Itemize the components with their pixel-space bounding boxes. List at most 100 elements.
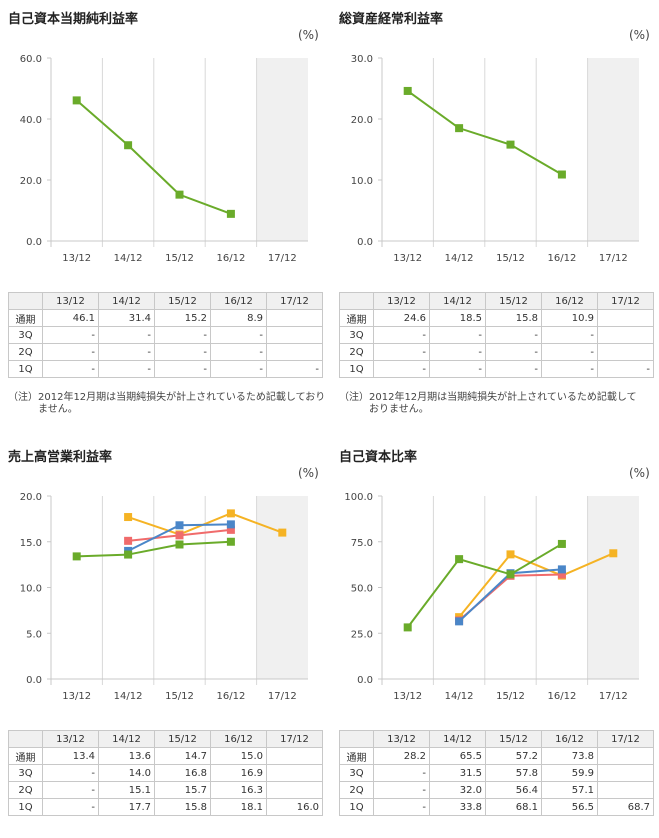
unit-label: (%): [629, 466, 650, 480]
table-cell: -: [541, 326, 598, 344]
table-header-cell: 16/12: [210, 730, 267, 748]
table-header-cell: 13/12: [42, 730, 99, 748]
series-line: [407, 90, 563, 176]
x-tick-label: 17/12: [599, 253, 628, 264]
table-cell: -: [42, 798, 99, 816]
table-header-cell: 16/12: [210, 292, 267, 310]
table-cell: -: [154, 360, 211, 378]
table-cell: 8.9: [210, 309, 267, 327]
x-tick-label: 13/12: [393, 253, 422, 264]
data-point: [557, 539, 566, 548]
chart-title: 自己資本当期純利益率: [8, 12, 139, 27]
data-point: [506, 570, 515, 579]
table-header-cell: 14/12: [429, 730, 486, 748]
table-cell: [266, 747, 323, 765]
unit-label: (%): [298, 466, 319, 480]
data-table: 13/12 14/12 15/12 16/12 17/12 通期 24.6 18.5 15.8 1…: [339, 292, 654, 378]
data-point: [506, 140, 515, 149]
x-tick-label: 15/12: [496, 253, 525, 264]
forecast-band: [256, 58, 308, 241]
footnote-text: 2012年12月期は当期純損失が計上されているため記載しておりません。: [38, 392, 326, 415]
y-tick-label: 20.0: [20, 492, 42, 503]
forecast-band: [587, 58, 639, 241]
table-row: 1Q - - - - -: [8, 360, 323, 378]
forecast-band: [256, 496, 308, 679]
table-cell: 17.7: [98, 798, 155, 816]
table-cell: -: [429, 343, 486, 361]
table-cell: [266, 326, 323, 344]
table-row: 3Q - - - -: [339, 326, 654, 344]
x-tick-label: 13/12: [62, 253, 91, 264]
row-label: 1Q: [8, 360, 43, 378]
table-cell: 16.3: [210, 781, 267, 799]
table-cell: [597, 309, 654, 327]
table-cell: -: [373, 360, 430, 378]
table-cell: 13.4: [42, 747, 99, 765]
y-tick-label: 0.0: [26, 237, 42, 248]
row-label: 2Q: [8, 781, 43, 799]
table-header-cell: 17/12: [597, 292, 654, 310]
series-line: [458, 552, 614, 618]
table-row: 3Q -14.0 16.8 16.9: [8, 764, 323, 782]
table-header-cell: 17/12: [266, 292, 323, 310]
x-tick-label: 15/12: [496, 691, 525, 702]
data-point: [124, 141, 133, 150]
table-row: 通期 13.4 13.6 14.7 15.0: [8, 747, 323, 765]
data-point: [226, 509, 235, 518]
data-point: [175, 540, 184, 549]
data-point: [226, 537, 235, 546]
table-cell: -: [485, 343, 542, 361]
table-header-cell: 16/12: [541, 292, 598, 310]
footnote-prefix: （注）: [339, 392, 369, 403]
data-point: [175, 531, 184, 540]
table-header-cell: 15/12: [485, 730, 542, 748]
table-cell: 14.0: [98, 764, 155, 782]
table-cell: 24.6: [373, 309, 430, 327]
data-table: 13/12 14/12 15/12 16/12 17/12 通期 28.2 65.5 57.2 7…: [339, 730, 654, 816]
table-row: 1Q -17.7 15.8 18.1 16.0: [8, 798, 323, 816]
table-header-cell: 14/12: [429, 292, 486, 310]
row-label: 通期: [339, 309, 374, 327]
data-point: [175, 521, 184, 530]
table-cell: 31.4: [98, 309, 155, 327]
footnote: （注） 2012年12月期は当期純損失が計上されているため記載しておりません。: [339, 392, 639, 416]
data-point: [506, 550, 515, 559]
row-label: 1Q: [339, 798, 374, 816]
row-label: 2Q: [339, 781, 374, 799]
data-point: [557, 565, 566, 574]
x-tick-label: 15/12: [165, 691, 194, 702]
table-cell: 28.2: [373, 747, 430, 765]
table-cell: 13.6: [98, 747, 155, 765]
data-point: [175, 190, 184, 199]
y-tick-label: 10.0: [351, 176, 373, 187]
y-tick-label: 20.0: [20, 176, 42, 187]
table-cell: -: [597, 360, 654, 378]
data-point: [557, 170, 566, 179]
table-cell: -: [42, 764, 99, 782]
data-point: [455, 617, 464, 626]
table-cell: [266, 343, 323, 361]
table-cell: 33.8: [429, 798, 486, 816]
table-cell: [597, 781, 654, 799]
data-point: [278, 528, 287, 537]
table-cell: -: [154, 326, 211, 344]
line-chart: 100.0 75.0 50.0 25.0 0.0 13/12 14/12 15/12 16/12…: [344, 492, 639, 702]
x-tick-label: 14/12: [114, 253, 143, 264]
chart-title: 総資産経常利益率: [339, 12, 444, 27]
table-cell: -: [42, 343, 99, 361]
x-tick-label: 14/12: [445, 691, 474, 702]
y-tick-label: 30.0: [351, 54, 373, 65]
x-tick-label: 14/12: [114, 691, 143, 702]
x-tick-label: 17/12: [268, 691, 297, 702]
data-point: [609, 549, 618, 558]
table-cell: -: [42, 360, 99, 378]
table-cell: 10.9: [541, 309, 598, 327]
table-cell: -: [429, 326, 486, 344]
table-header-cell: 14/12: [98, 292, 155, 310]
table-header-row: 13/12 14/12 15/12 16/12 17/12: [339, 730, 654, 748]
row-label: 3Q: [339, 764, 374, 782]
series-line: [406, 543, 563, 628]
table-cell: 15.2: [154, 309, 211, 327]
line-chart: 30.0 20.0 10.0 0.0 13/12 14/12 15/12 16/12 17/12: [351, 54, 639, 264]
data-point: [124, 536, 133, 545]
